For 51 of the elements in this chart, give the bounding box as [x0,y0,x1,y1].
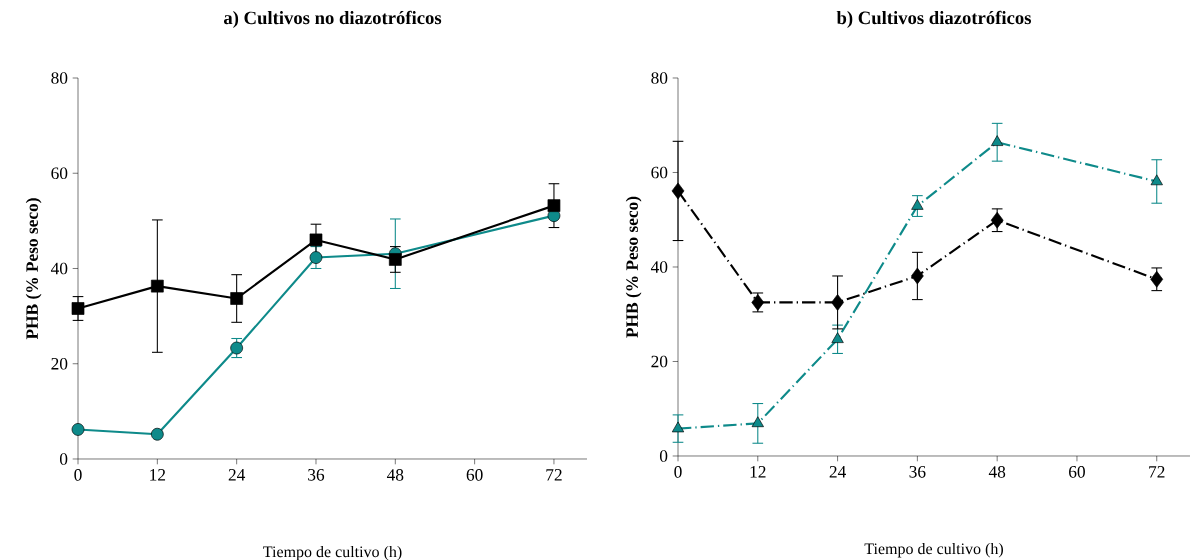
x-tick-label: 72 [546,469,562,481]
y-axis-title: PHB (% Peso seco) [625,196,642,338]
point [71,302,85,315]
x-tick-label: 60 [1069,466,1085,478]
x-tick-label: 72 [1149,466,1165,478]
point [911,199,924,210]
point [151,279,164,293]
y-tick-label: 40 [50,262,68,275]
x-tick-label: 24 [228,469,246,481]
point [151,427,164,441]
point [71,423,85,436]
point [1150,174,1163,186]
x-tick-label: 0 [74,469,82,481]
y-tick-label: 80 [51,72,68,84]
y-tick-label: 60 [51,167,68,180]
y-tick-label: 60 [651,166,668,179]
x-tick-label: 36 [909,466,926,478]
point [671,182,685,200]
x-tick-label: 48 [386,469,404,481]
point [309,251,323,264]
point [831,294,844,311]
point [230,292,243,305]
point [671,421,685,433]
x-axis-title: Tiempo de cultivo (h) [864,542,1003,558]
x-tick-label: 36 [308,469,325,481]
point [990,211,1004,229]
point [1150,270,1164,288]
y-tick-label: 80 [651,72,668,84]
chart-title: a) Cultivos no diazotróficos [223,10,442,28]
x-tick-label: 0 [674,466,682,478]
point [547,199,561,212]
y-tick-label: 0 [659,450,668,462]
point [751,416,764,428]
x-tick-label: 12 [750,466,766,478]
x-tick-label: 24 [829,466,846,478]
x-tick-label: 60 [466,469,483,481]
point [230,341,243,355]
chart-title: b) Cultivos diazotróficos [836,10,1032,28]
point [991,135,1004,146]
point [911,267,924,285]
x-axis-title: Tiempo de cultivo (h) [263,545,402,560]
y-axis-title: PHB (% Peso seco) [25,198,42,340]
y-tick-label: 0 [59,453,68,465]
y-tick-label: 40 [650,261,668,273]
x-tick-label: 12 [150,469,166,481]
y-tick-label: 20 [51,357,68,370]
point [388,253,402,266]
point [831,332,844,343]
y-tick-label: 20 [651,355,668,368]
point [309,233,323,247]
x-tick-label: 48 [988,466,1006,478]
